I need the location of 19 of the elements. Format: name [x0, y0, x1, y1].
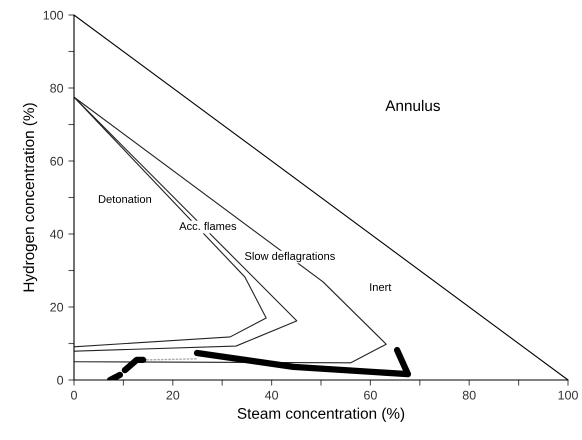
y-tick-label: 80 [50, 84, 64, 93]
annotation: Acc. flames [179, 222, 236, 230]
x-tick-label: 20 [166, 390, 180, 400]
x-tick-label: 0 [71, 390, 77, 400]
annotation: Detonation [98, 194, 152, 204]
annotation: Inert [370, 283, 392, 292]
y-axis-title: Hydrogen concentration (%) [22, 103, 38, 292]
y-tick-label: 40 [50, 230, 64, 239]
x-axis-title: Steam concentration (%) [238, 408, 404, 422]
x-tick-label: 100 [558, 390, 578, 400]
y-tick-label: 60 [50, 156, 64, 166]
y-tick-label: 0 [57, 376, 64, 385]
annotation: Annulus [385, 100, 440, 112]
x-tick-label: 60 [364, 390, 377, 400]
x-tick-label: 40 [264, 390, 278, 400]
y-tick-label: 20 [50, 302, 64, 312]
x-tick-label: 80 [462, 390, 476, 400]
y-tick-label: 100 [44, 10, 64, 20]
annotation: Slow deflagrations [244, 252, 335, 262]
